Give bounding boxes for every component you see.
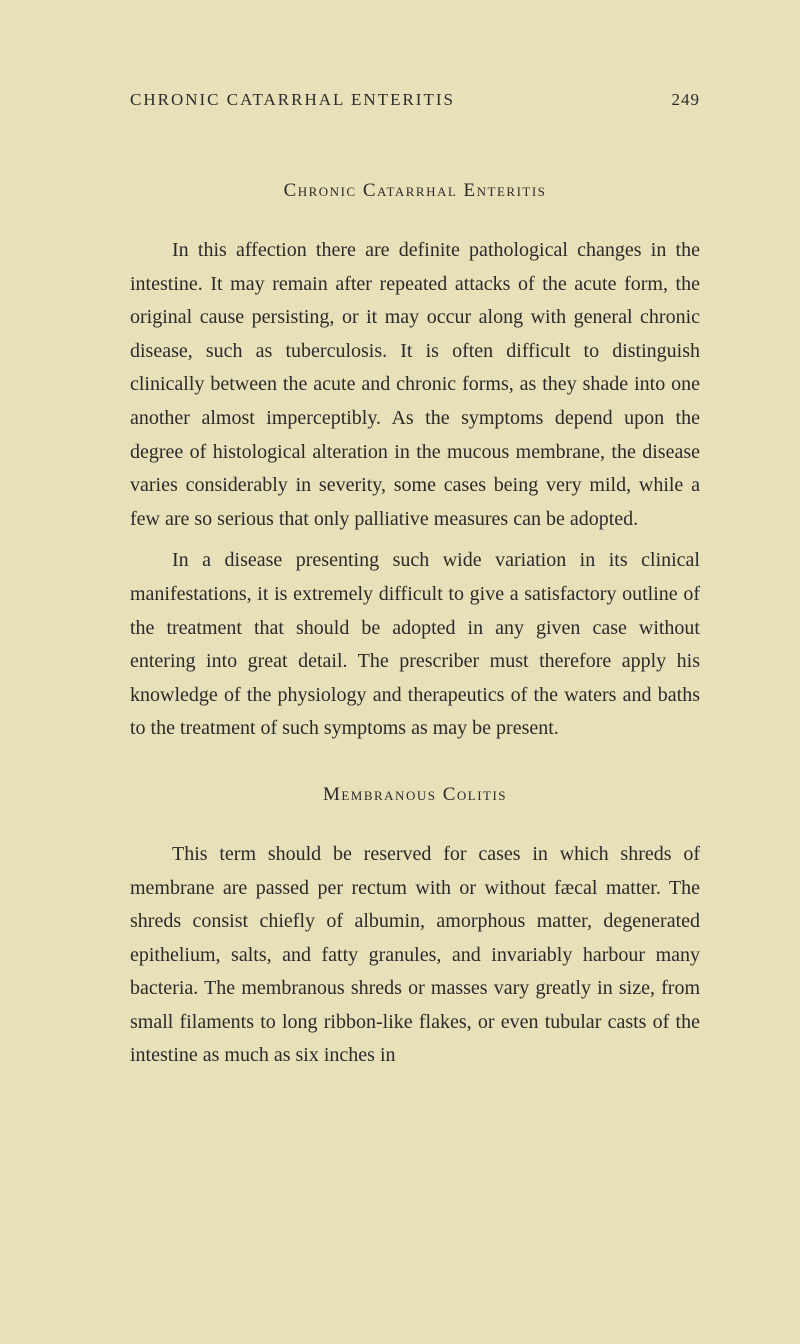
section-heading-2: Membranous Colitis: [130, 784, 700, 806]
paragraph: This term should be reserved for cases i…: [130, 838, 700, 1073]
page-container: CHRONIC CATARRHAL ENTERITIS 249 Chronic …: [0, 0, 800, 1344]
section-heading-1: Chronic Catarrhal Enteritis: [130, 180, 700, 202]
paragraph: In a disease presenting such wide variat…: [130, 544, 700, 746]
running-header: CHRONIC CATARRHAL ENTERITIS 249: [130, 90, 700, 110]
paragraph: In this affection there are definite pat…: [130, 234, 700, 536]
running-title: CHRONIC CATARRHAL ENTERITIS: [130, 90, 455, 110]
page-number: 249: [672, 90, 701, 110]
